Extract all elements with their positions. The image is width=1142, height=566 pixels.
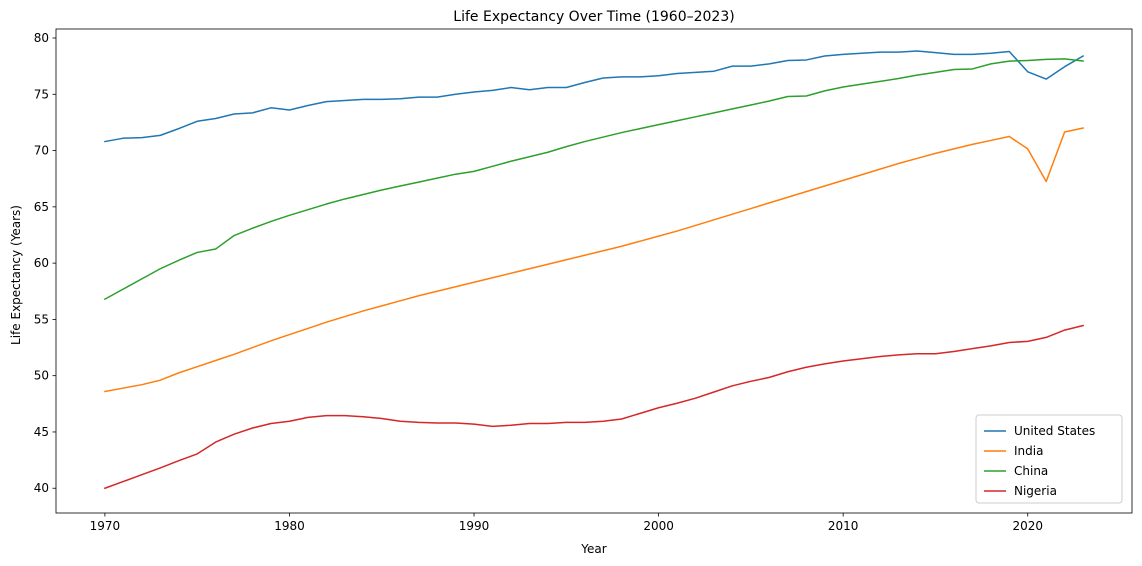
x-tick-label: 1990 <box>459 519 490 533</box>
x-tick-label: 1970 <box>90 519 121 533</box>
x-tick-label: 1980 <box>274 519 305 533</box>
y-axis-title: Life Expectancy (Years) <box>9 205 23 345</box>
y-tick-label: 50 <box>34 369 49 383</box>
plot-area <box>103 50 1085 490</box>
y-tick-label: 75 <box>34 87 49 101</box>
legend-label-nigeria: Nigeria <box>1014 484 1057 498</box>
axes: 1970 1980 1990 2000 2010 2020 40 45 50 55 60 65 70 75… <box>34 28 1133 533</box>
series-line-china <box>103 58 1084 301</box>
x-tick-label: 2010 <box>828 519 859 533</box>
legend-box <box>975 414 1123 504</box>
legend: United States India China Nigeria <box>975 414 1123 504</box>
x-tick-label: 2020 <box>1012 519 1043 533</box>
legend-label-china: China <box>1014 464 1048 478</box>
y-tick-label: 55 <box>34 312 49 326</box>
series-line-india <box>104 127 1084 393</box>
x-axis-title: Year <box>580 542 606 556</box>
series-line-united-states <box>104 50 1085 143</box>
y-tick-label: 45 <box>34 425 49 439</box>
y-tick-label: 65 <box>34 200 49 214</box>
y-tick-label: 40 <box>34 481 49 495</box>
plot-frame <box>55 28 1133 514</box>
x-tick-label: 2000 <box>643 519 674 533</box>
y-tick-label: 70 <box>34 144 49 158</box>
legend-label-india: India <box>1014 444 1043 458</box>
y-tick-label: 80 <box>34 31 49 45</box>
y-tick-label: 60 <box>34 256 49 270</box>
chart-title: Life Expectancy Over Time (1960–2023) <box>453 9 734 25</box>
series-line-nigeria <box>103 324 1084 490</box>
legend-label-united-states: United States <box>1014 424 1095 438</box>
